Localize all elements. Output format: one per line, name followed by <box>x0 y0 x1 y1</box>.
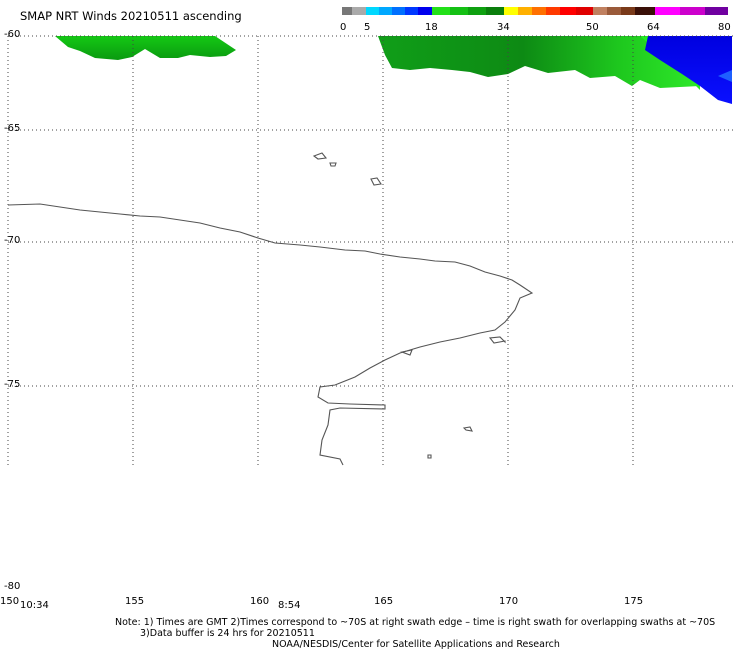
colorbar-tick-50: 50 <box>586 22 599 33</box>
swath-time-right: 8:54 <box>278 600 300 611</box>
colorbar <box>342 7 728 15</box>
colorbar-tick-34: 34 <box>497 22 510 33</box>
colorbar-tick-0: 0 <box>340 22 346 33</box>
lon-label-155: 155 <box>125 596 144 607</box>
map-title: SMAP NRT Winds 20210511 ascending <box>20 9 242 23</box>
lat-label-60: -60 <box>4 29 20 40</box>
lon-label-150: 150 <box>0 596 19 607</box>
wind-swaths <box>55 36 732 104</box>
coastline <box>7 152 534 466</box>
lon-label-175: 175 <box>624 596 643 607</box>
note-line-1: Note: 1) Times are GMT 2)Times correspon… <box>115 617 716 628</box>
lat-label-65: -65 <box>4 123 20 134</box>
lat-label-75: -75 <box>4 379 20 390</box>
lat-label-70: -70 <box>4 235 20 246</box>
note-line-2: 3)Data buffer is 24 hrs for 20210511 <box>140 628 315 639</box>
colorbar-tick-18: 18 <box>425 22 438 33</box>
graticule <box>7 35 735 465</box>
lon-label-165: 165 <box>374 596 393 607</box>
lon-label-160: 160 <box>250 596 269 607</box>
lon-label-170: 170 <box>499 596 518 607</box>
credit-line: NOAA/NESDIS/Center for Satellite Applica… <box>272 639 560 650</box>
lat-label-80: -80 <box>4 581 20 592</box>
colorbar-tick-64: 64 <box>647 22 660 33</box>
colorbar-tick-5: 5 <box>364 22 370 33</box>
colorbar-tick-80: 80 <box>718 22 731 33</box>
swath-time-left: 10:34 <box>20 600 49 611</box>
